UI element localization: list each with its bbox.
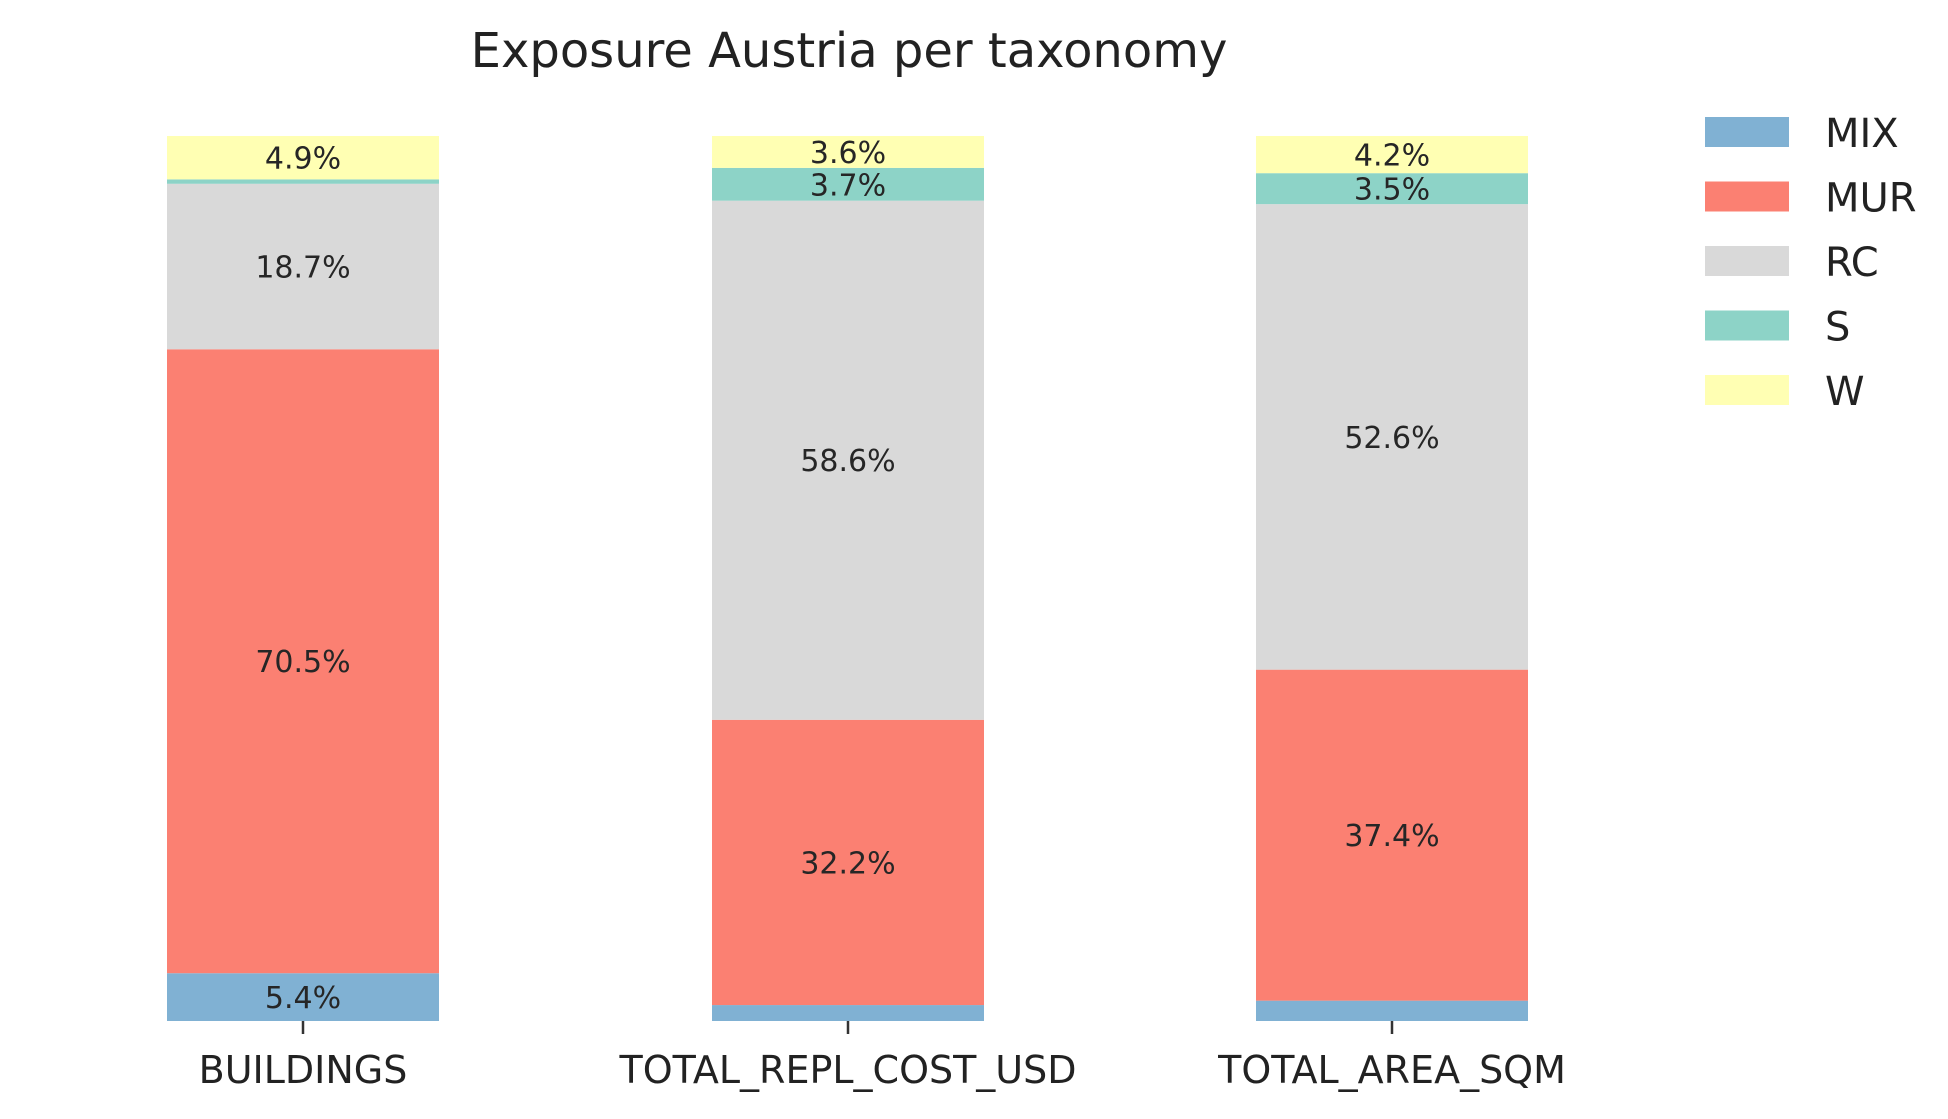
legend-swatch-rc — [1705, 246, 1789, 276]
bar-segment-w-buildings — [167, 136, 439, 180]
data-label-mur-total_area_sqm: 37.4% — [1344, 819, 1439, 854]
legend-label-rc: RC — [1825, 240, 1879, 286]
legend-label-w: W — [1825, 369, 1865, 415]
bar-segment-rc-total_area_sqm — [1256, 204, 1528, 670]
bar-segment-s-buildings — [167, 179, 439, 184]
x-tick-label-buildings: BUILDINGS — [199, 1048, 408, 1092]
bar-segment-mix-total_area_sqm — [1256, 1000, 1528, 1021]
data-label-rc-total_area_sqm: 52.6% — [1344, 421, 1439, 456]
data-label-mur-buildings: 70.5% — [255, 645, 350, 680]
bar-segment-rc-total_repl_cost_usd — [712, 200, 984, 720]
data-label-mur-total_repl_cost_usd: 32.2% — [800, 846, 895, 881]
data-label-w-total_repl_cost_usd: 3.6% — [810, 136, 886, 171]
bar-segment-s-total_area_sqm — [1256, 173, 1528, 205]
data-labels-layer: 5.4% 70.5% 18.7% 4.9% 32.2% 58.6% 3.7%3.6% 37.4… — [255, 136, 1439, 1016]
legend-swatch-w — [1705, 375, 1789, 405]
x-axis: BUILDINGS TOTAL_REPL_COST_USD TOTAL_AREA_S… — [199, 1021, 1566, 1092]
legend-swatch-mur — [1705, 181, 1789, 212]
x-tick-label-total_area_sqm: TOTAL_AREA_SQM — [1217, 1048, 1566, 1092]
legend: MIX MUR RC SW — [1705, 111, 1917, 415]
data-label-mix-buildings: 5.4% — [265, 981, 341, 1016]
legend-swatch-s — [1705, 310, 1789, 341]
data-label-rc-total_repl_cost_usd: 58.6% — [800, 444, 895, 479]
legend-label-mix: MIX — [1825, 111, 1899, 157]
data-label-rc-buildings: 18.7% — [255, 251, 350, 286]
bar-segment-mur-buildings — [167, 349, 439, 974]
data-label-w-total_area_sqm: 4.2% — [1354, 139, 1430, 174]
bar-segment-s-total_repl_cost_usd — [712, 167, 984, 201]
legend-label-s: S — [1825, 305, 1850, 351]
data-label-s-total_area_sqm: 3.5% — [1354, 173, 1430, 208]
bar-segment-rc-buildings — [167, 183, 439, 350]
bars-layer — [167, 136, 1528, 1021]
bar-segment-w-total_repl_cost_usd — [712, 136, 984, 168]
data-label-s-total_repl_cost_usd: 3.7% — [810, 168, 886, 203]
bar-segment-mix-total_repl_cost_usd — [712, 1005, 984, 1021]
chart-title: Exposure Austria per taxonomy — [471, 23, 1228, 79]
bar-segment-w-total_area_sqm — [1256, 136, 1528, 174]
x-tick-label-total_repl_cost_usd: TOTAL_REPL_COST_USD — [618, 1048, 1076, 1092]
bar-segment-mix-buildings — [167, 973, 439, 1021]
data-label-w-buildings: 4.9% — [265, 142, 341, 177]
bar-segment-mur-total_area_sqm — [1256, 669, 1528, 1001]
legend-label-mur: MUR — [1825, 176, 1917, 222]
bar-segment-mur-total_repl_cost_usd — [712, 719, 984, 1006]
legend-swatch-mix — [1705, 117, 1789, 147]
